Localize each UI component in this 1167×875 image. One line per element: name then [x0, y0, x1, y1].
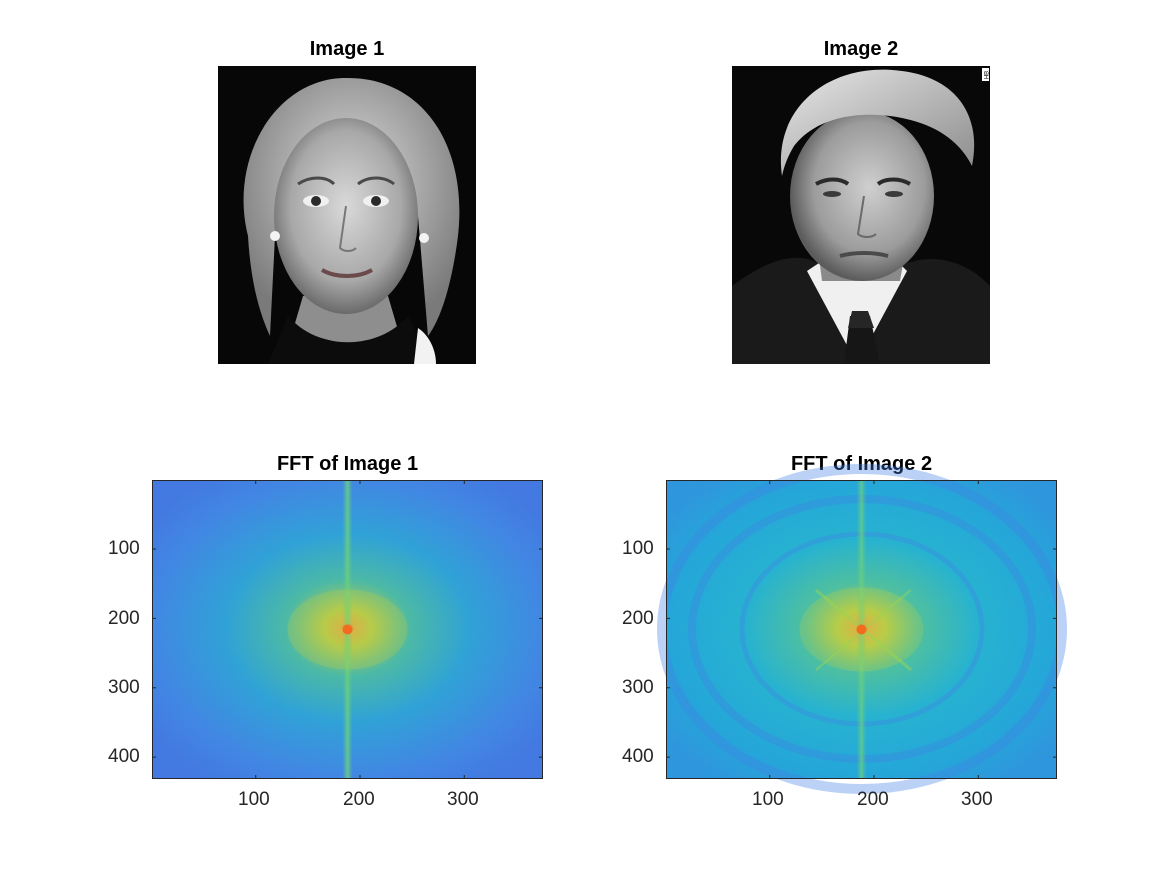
image2-title: Image 2	[823, 38, 899, 60]
fft2-title: FFT of Image 2	[790, 453, 933, 475]
fft1-ticks	[152, 480, 543, 779]
image1-title: Image 1	[309, 38, 385, 60]
fft2-ytick-400: 400	[622, 746, 654, 767]
image2-photo: HB	[732, 66, 990, 364]
fft2-xtick-100: 100	[752, 789, 784, 810]
fft2-axes-frame	[666, 480, 1057, 779]
fft2-axes	[657, 464, 1067, 794]
fft1-xtick-200: 200	[343, 789, 375, 810]
fft1-ytick-200: 200	[108, 608, 140, 629]
fft1-ytick-100: 100	[108, 538, 140, 559]
fft2-heatmap	[657, 464, 1067, 794]
fft1-xtick-300: 300	[447, 789, 479, 810]
fft1-peak	[342, 624, 353, 635]
image1-photo	[218, 66, 476, 364]
fft2-ytick-100: 100	[622, 538, 654, 559]
fft2-xtick-300: 300	[961, 789, 993, 810]
fft1-xtick-100: 100	[238, 789, 270, 810]
fft1-title: FFT of Image 1	[276, 453, 419, 475]
portrait-man-graphic: HB	[732, 66, 990, 364]
fft1-heatmap	[152, 480, 543, 779]
fft2-xtick-200: 200	[857, 789, 889, 810]
fft2-ticks	[666, 480, 1057, 779]
fft2-peak	[856, 624, 867, 635]
fft2-ytick-300: 300	[622, 677, 654, 698]
fft1-axes	[152, 480, 543, 779]
fft1-axes-frame	[152, 480, 543, 779]
fft1-ytick-400: 400	[108, 746, 140, 767]
fft1-ytick-300: 300	[108, 677, 140, 698]
portrait-woman-graphic	[218, 66, 476, 364]
svg-text:HB: HB	[985, 71, 991, 79]
fft2-ytick-200: 200	[622, 608, 654, 629]
